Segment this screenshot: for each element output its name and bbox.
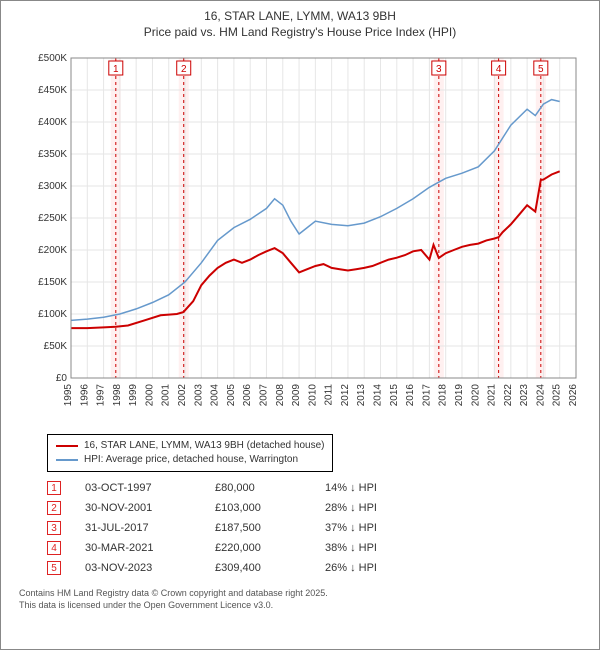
marker-date: 30-MAR-2021 [85, 542, 215, 554]
svg-text:1998: 1998 [112, 384, 123, 407]
marker-row: 5 03-NOV-2023£309,40026% ↓ HPI [47, 558, 589, 578]
svg-text:2024: 2024 [535, 384, 546, 407]
chart-container: 16, STAR LANE, LYMM, WA13 9BH Price paid… [0, 0, 600, 650]
marker-row: 3 31-JUL-2017£187,50037% ↓ HPI [47, 518, 589, 538]
svg-text:£0: £0 [56, 373, 68, 384]
svg-text:2005: 2005 [226, 384, 237, 407]
title-line-1: 16, STAR LANE, LYMM, WA13 9BH [11, 9, 589, 25]
marker-date: 03-OCT-1997 [85, 482, 215, 494]
marker-date: 31-JUL-2017 [85, 522, 215, 534]
marker-diff: 14% ↓ HPI [325, 482, 415, 494]
marker-price: £309,400 [215, 562, 325, 574]
svg-text:2006: 2006 [242, 384, 253, 407]
legend-row: HPI: Average price, detached house, Warr… [56, 453, 324, 467]
svg-text:2018: 2018 [438, 384, 449, 407]
svg-text:£500K: £500K [38, 53, 67, 64]
svg-text:1: 1 [113, 64, 119, 75]
svg-text:2014: 2014 [373, 384, 384, 407]
svg-text:2023: 2023 [519, 384, 530, 407]
footer-note: Contains HM Land Registry data © Crown c… [19, 588, 589, 611]
marker-price: £103,000 [215, 502, 325, 514]
svg-text:£200K: £200K [38, 245, 67, 256]
svg-text:2016: 2016 [405, 384, 416, 407]
svg-text:2020: 2020 [470, 384, 481, 407]
svg-text:£450K: £450K [38, 85, 67, 96]
title-block: 16, STAR LANE, LYMM, WA13 9BH Price paid… [11, 9, 589, 40]
marker-table: 1 03-OCT-1997£80,00014% ↓ HPI 2 30-NOV-2001… [47, 478, 589, 578]
chart-svg: £0 £50K £100K £150K £200K £250K £300K £350K £400… [31, 48, 591, 428]
marker-row: 2 30-NOV-2001£103,00028% ↓ HPI [47, 498, 589, 518]
svg-text:2008: 2008 [275, 384, 286, 407]
marker-date: 03-NOV-2023 [85, 562, 215, 574]
svg-text:2013: 2013 [356, 384, 367, 407]
svg-text:£400K: £400K [38, 117, 67, 128]
title-line-2: Price paid vs. HM Land Registry's House … [11, 25, 589, 41]
svg-text:2025: 2025 [552, 384, 563, 407]
legend-swatch [56, 445, 78, 447]
plot-area: £0 £50K £100K £150K £200K £250K £300K £350K £400… [31, 48, 591, 428]
marker-row: 1 03-OCT-1997£80,00014% ↓ HPI [47, 478, 589, 498]
marker-diff: 26% ↓ HPI [325, 562, 415, 574]
legend-row: 16, STAR LANE, LYMM, WA13 9BH (detached … [56, 439, 324, 453]
footer-line-2: This data is licensed under the Open Gov… [19, 600, 589, 612]
svg-text:2009: 2009 [291, 384, 302, 407]
svg-text:£50K: £50K [44, 341, 68, 352]
marker-badge: 4 [47, 541, 61, 555]
svg-text:2019: 2019 [454, 384, 465, 407]
svg-text:2022: 2022 [503, 384, 514, 407]
marker-price: £80,000 [215, 482, 325, 494]
svg-text:5: 5 [538, 64, 544, 75]
svg-text:2026: 2026 [568, 384, 579, 407]
svg-text:£100K: £100K [38, 309, 67, 320]
svg-text:4: 4 [496, 64, 502, 75]
marker-badge: 1 [47, 481, 61, 495]
svg-text:2003: 2003 [193, 384, 204, 407]
marker-price: £187,500 [215, 522, 325, 534]
marker-row: 4 30-MAR-2021£220,00038% ↓ HPI [47, 538, 589, 558]
svg-text:£300K: £300K [38, 181, 67, 192]
svg-text:2002: 2002 [177, 384, 188, 407]
footer-line-1: Contains HM Land Registry data © Crown c… [19, 588, 589, 600]
svg-text:1997: 1997 [96, 384, 107, 407]
svg-text:3: 3 [436, 64, 442, 75]
svg-text:2010: 2010 [307, 384, 318, 407]
svg-text:£250K: £250K [38, 213, 67, 224]
svg-text:2004: 2004 [210, 384, 221, 407]
marker-badge: 5 [47, 561, 61, 575]
svg-text:1999: 1999 [128, 384, 139, 407]
svg-text:2011: 2011 [324, 384, 335, 406]
svg-text:2001: 2001 [161, 384, 172, 407]
legend-label: HPI: Average price, detached house, Warr… [84, 453, 298, 467]
svg-text:1996: 1996 [79, 384, 90, 407]
svg-text:1995: 1995 [63, 384, 74, 407]
svg-text:2021: 2021 [487, 384, 498, 407]
svg-text:2017: 2017 [421, 384, 432, 407]
svg-text:2012: 2012 [340, 384, 351, 407]
marker-price: £220,000 [215, 542, 325, 554]
marker-diff: 37% ↓ HPI [325, 522, 415, 534]
legend-box: 16, STAR LANE, LYMM, WA13 9BH (detached … [47, 434, 333, 472]
svg-text:2000: 2000 [144, 384, 155, 407]
marker-date: 30-NOV-2001 [85, 502, 215, 514]
marker-diff: 38% ↓ HPI [325, 542, 415, 554]
marker-badge: 2 [47, 501, 61, 515]
legend-swatch [56, 459, 78, 461]
svg-text:£350K: £350K [38, 149, 67, 160]
svg-text:2007: 2007 [258, 384, 269, 407]
svg-text:2: 2 [181, 64, 187, 75]
svg-text:2015: 2015 [389, 384, 400, 407]
marker-diff: 28% ↓ HPI [325, 502, 415, 514]
legend-label: 16, STAR LANE, LYMM, WA13 9BH (detached … [84, 439, 324, 453]
marker-badge: 3 [47, 521, 61, 535]
svg-text:£150K: £150K [38, 277, 67, 288]
